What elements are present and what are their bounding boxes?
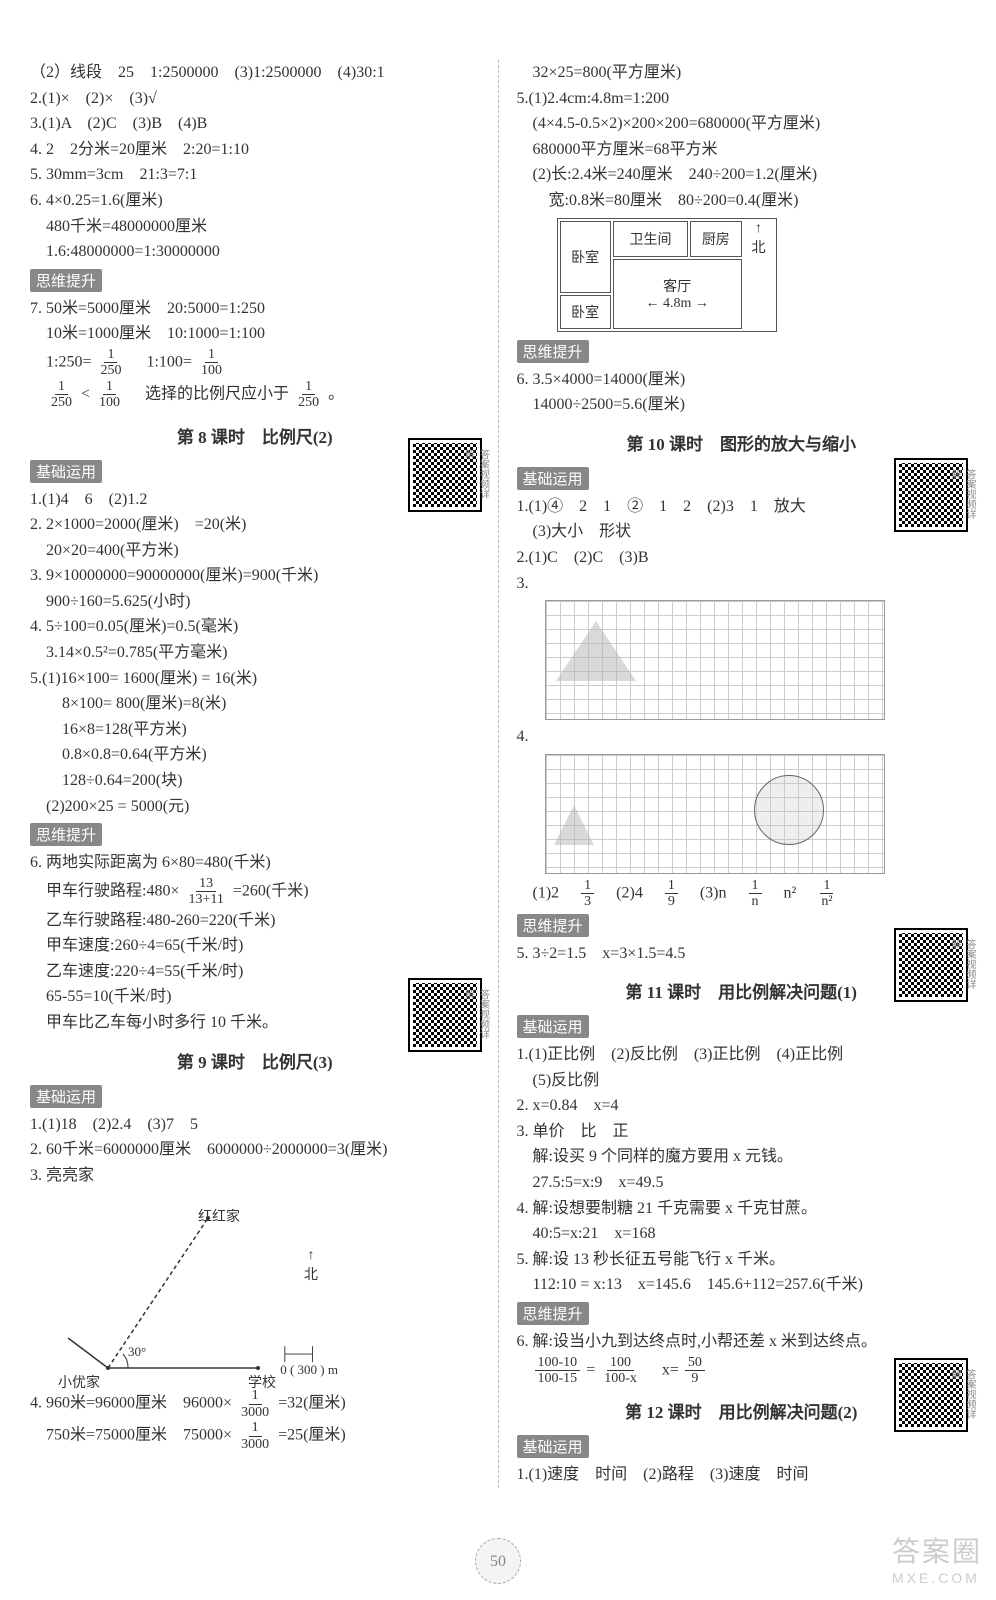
fraction-line: 4. 960米=96000厘米 96000× 13000 =32(厘米) [30,1388,480,1420]
text-block: 1.(1)18 (2)2.4 (3)7 5 2. 60千米=6000000厘米 … [30,1112,480,1189]
fraction-line: 1250 < 1100 选择的比例尺应小于 1250 。 [30,379,480,411]
map-diagram: 红红家 学校 小优家 30° ↑北 ├──┤0 ( 300 ) m [58,1188,358,1388]
text-block: 1.(1)4 6 (2)1.2 2. 2×1000=2000(厘米) =20(米… [30,487,480,820]
text-line: 6. 3.5×4000=14000(厘米) [517,367,967,393]
right-column: 32×25=800(平方厘米) 5.(1)2.4cm:4.8m=1:200 (4… [517,60,967,1488]
text-line: 6. 两地实际距离为 6×80=480(千米) [30,850,480,876]
left-column: （2）线段 25 1:2500000 (3)1:2500000 (4)30:1 … [30,60,480,1488]
watermark: 答案圈 MXE.COM [892,1530,982,1586]
qr-code-icon: 答案视频详解 [410,440,480,510]
section-tag: 基础运用 [517,467,589,490]
floorplan-table: 卧室 卫生间 厨房 ↑北 客厅← 4.8m → 卧室 [557,218,777,332]
fraction-line: 750米=75000厘米 75000× 13000 =25(厘米) [30,1420,480,1452]
text-block: 32×25=800(平方厘米) 5.(1)2.4cm:4.8m=1:200 (4… [517,60,967,214]
lesson-heading: 第 10 课时 图形的放大与缩小 [517,430,967,455]
grid-diagram [545,600,885,720]
section-tag: 基础运用 [517,1015,589,1038]
qr-code-icon: 答案视频详解 [896,1360,966,1430]
section-tag: 基础运用 [517,1435,589,1458]
fraction-line: 甲车行驶路程:480× 1313+11 =260(千米) [30,876,480,908]
grid-diagram [545,754,885,874]
section-tag: 基础运用 [30,460,102,483]
section-tag: 思维提升 [517,1302,589,1325]
text-line: 7. 50米=5000厘米 20:5000=1:250 [30,296,480,322]
section-tag: 思维提升 [30,269,102,292]
qr-code-icon: 答案视频详解 [896,460,966,530]
text-line: 14000÷2500=5.6(厘米) [517,392,967,418]
section-tag: 思维提升 [517,340,589,363]
section-tag: 思维提升 [517,914,589,937]
fraction-line: 1:250= 1250 1:100= 1100 [30,347,480,379]
qr-code-icon: 答案视频详解 [410,980,480,1050]
text-block: （2）线段 25 1:2500000 (3)1:2500000 (4)30:1 … [30,60,480,265]
text-block: 1.(1)正比例 (2)反比例 (3)正比例 (4)正比例 (5)反比例 2. … [517,1042,967,1298]
text-line: 10米=1000厘米 10:1000=1:100 [30,321,480,347]
column-divider [498,60,499,1488]
lesson-heading: 第 9 课时 比例尺(3) [30,1048,480,1073]
text-line: 1.(1)速度 时间 (2)路程 (3)速度 时间 [517,1462,967,1488]
fraction-line: (1)2 13 (2)4 19 (3)n 1n n² 1n² [517,878,967,910]
section-tag: 思维提升 [30,823,102,846]
page-number: 50 [475,1538,521,1584]
text-line: 6. 解:设当小九到达终点时,小帮还差 x 米到达终点。 [517,1329,967,1355]
qr-code-icon: 答案视频详解 [896,930,966,1000]
text-line: 4. [517,724,967,750]
section-tag: 基础运用 [30,1085,102,1108]
